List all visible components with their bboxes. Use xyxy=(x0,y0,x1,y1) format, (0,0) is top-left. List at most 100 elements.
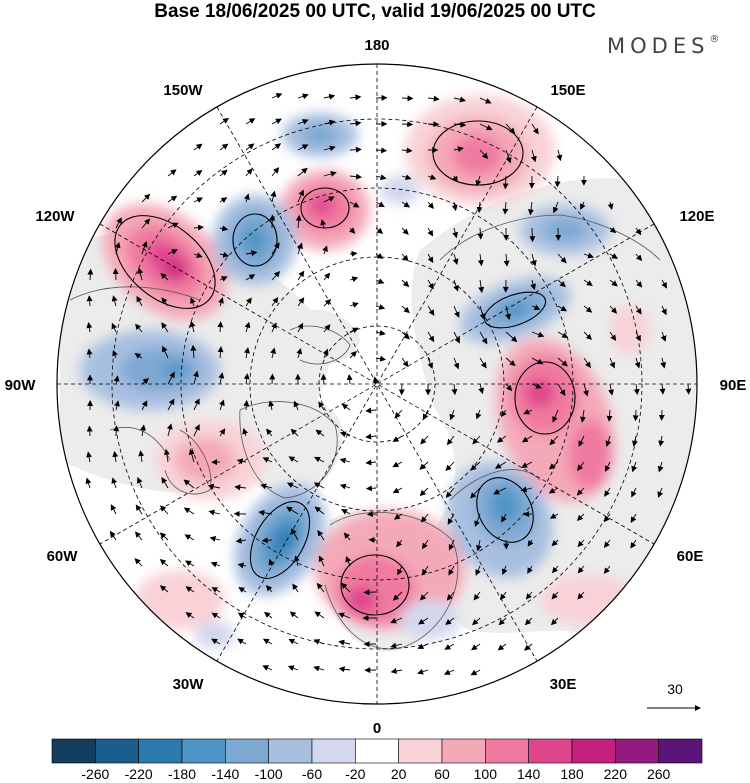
wind-vector xyxy=(577,565,585,574)
wind-vector xyxy=(375,278,385,284)
wind-vector xyxy=(219,276,228,282)
wind-vector xyxy=(159,559,169,567)
wind-vector xyxy=(268,400,275,411)
wind-vector xyxy=(479,123,493,131)
wind-vector xyxy=(470,461,481,471)
wind-vector xyxy=(401,147,413,154)
wind-vector xyxy=(396,539,403,548)
wind-vector xyxy=(185,560,195,567)
wind-vector xyxy=(635,305,642,315)
wind-vector xyxy=(136,476,143,489)
wind-vector xyxy=(453,279,459,292)
wind-vector xyxy=(86,295,93,307)
lon-label-180: 180 xyxy=(364,37,389,54)
wind-vector xyxy=(323,145,336,152)
wind-vector xyxy=(217,321,224,333)
wind-vector xyxy=(421,565,429,576)
wind-vector xyxy=(86,451,93,463)
wind-vector xyxy=(219,399,225,411)
wind-vector xyxy=(271,93,283,99)
wind-vector xyxy=(217,346,224,359)
wind-vector xyxy=(445,487,455,498)
wind-vector xyxy=(323,171,337,177)
wind-vector xyxy=(635,331,641,342)
wind-vector xyxy=(393,513,403,520)
wind-vector xyxy=(313,482,325,489)
wind-vector xyxy=(658,435,665,447)
wind-vector xyxy=(375,252,384,259)
wind-vector xyxy=(580,201,586,210)
wind-vector xyxy=(603,539,611,548)
wind-vector xyxy=(236,458,247,465)
wind-vector xyxy=(632,409,639,422)
wind-vector xyxy=(288,456,299,463)
wind-vector xyxy=(134,353,143,359)
wind-vector xyxy=(112,268,119,281)
colorbar-swatch xyxy=(355,738,399,764)
wind-vector xyxy=(189,320,196,333)
wind-vector xyxy=(447,513,455,525)
colorbar-tick-label: -180 xyxy=(168,766,196,782)
wind-vector xyxy=(271,167,280,177)
wind-vector xyxy=(219,143,229,151)
wind-vector xyxy=(297,167,308,177)
wind-vector xyxy=(419,487,429,497)
wind-vector xyxy=(477,253,484,267)
wind-vector xyxy=(531,123,539,135)
wind-vector xyxy=(603,565,611,574)
wind-vector xyxy=(245,250,258,257)
colorbar-swatch xyxy=(485,738,529,764)
wind-vector xyxy=(531,331,545,338)
wind-vector xyxy=(453,305,460,318)
wind-vector xyxy=(349,327,359,334)
wind-vector xyxy=(445,461,455,472)
lon-label-150e: 150E xyxy=(550,82,585,99)
wind-vector xyxy=(167,169,177,177)
wind-vector xyxy=(472,435,481,445)
wind-vector xyxy=(87,268,94,281)
wind-vector xyxy=(245,274,256,281)
wind-vector xyxy=(286,506,299,515)
wind-vector xyxy=(114,400,120,411)
wind-vector xyxy=(287,665,299,672)
wind-vector xyxy=(583,331,593,341)
wind-vector xyxy=(427,174,437,180)
wind-vector xyxy=(244,321,251,333)
wind-vector xyxy=(448,539,455,551)
wind-vector xyxy=(505,123,516,135)
colorbar-tick-label: 60 xyxy=(434,766,450,782)
wind-vector xyxy=(243,373,250,385)
wind-vector xyxy=(372,376,379,385)
wind-vector xyxy=(583,305,593,313)
wind-vector xyxy=(631,487,637,498)
wind-vector xyxy=(234,484,247,491)
colorbar-tick-label: 20 xyxy=(391,766,407,782)
wind-vector xyxy=(472,617,481,626)
wind-vector xyxy=(269,373,276,385)
wind-vector xyxy=(219,117,230,125)
wind-vector xyxy=(477,227,484,240)
wind-vector xyxy=(113,425,120,437)
wind-vector xyxy=(661,279,668,289)
wind-vector xyxy=(193,170,203,177)
colorbar-tick-label: 260 xyxy=(647,766,671,782)
wind-vector xyxy=(609,331,617,342)
wind-vector xyxy=(349,302,359,308)
wind-vector xyxy=(271,118,282,125)
wind-vector xyxy=(493,487,507,495)
lon-label-30w: 30W xyxy=(173,676,205,693)
wind-vector xyxy=(401,95,414,102)
wind-vector xyxy=(341,582,351,593)
wind-vector xyxy=(500,409,507,418)
wind-vector xyxy=(219,169,228,177)
wind-vector xyxy=(243,193,250,203)
wind-vector xyxy=(401,279,410,288)
wind-vector xyxy=(343,532,351,541)
wind-vector xyxy=(314,506,325,515)
wind-vector xyxy=(452,227,459,239)
wind-vector xyxy=(427,227,434,237)
wind-vector xyxy=(193,224,204,231)
wind-vector xyxy=(218,372,225,385)
wind-vector xyxy=(660,357,667,369)
wind-vector xyxy=(264,611,273,619)
